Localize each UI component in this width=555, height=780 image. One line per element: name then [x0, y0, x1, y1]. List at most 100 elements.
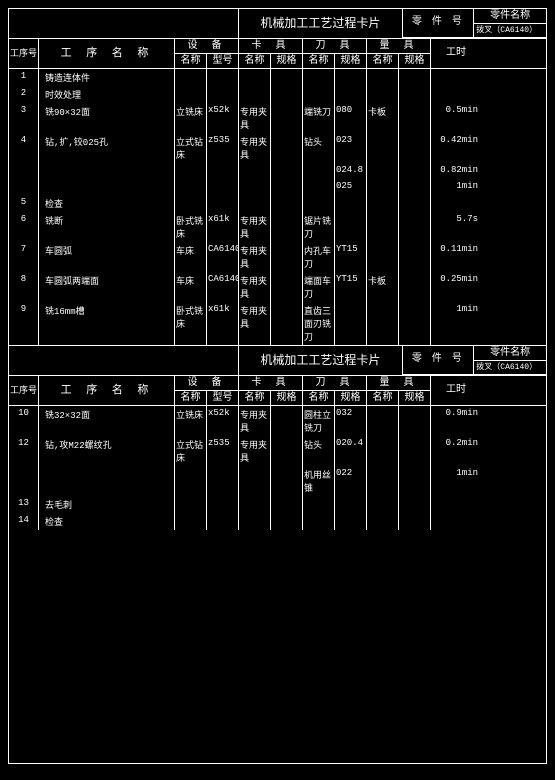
card2-top-blank — [9, 346, 238, 375]
cell — [271, 513, 303, 530]
cell: z535 — [207, 436, 239, 466]
cell — [399, 69, 431, 86]
cell: 卡板 — [367, 272, 399, 302]
hdr-lj-top: 量 具 — [367, 39, 430, 54]
cell — [399, 103, 431, 133]
table-row: 13去毛刺 — [9, 496, 546, 513]
part-name-block-2: 零件名称 拨叉（CA6140） — [474, 346, 546, 375]
cell: 13 — [9, 496, 39, 513]
card2-top-row: 机械加工工艺过程卡片 零 件 号 零件名称 拨叉（CA6140） — [9, 346, 546, 376]
cell — [239, 195, 271, 212]
cell — [175, 195, 207, 212]
card1-header-row: 工序号 工 序 名 称 设 备 名称型号 卡 具 名称规格 刀 具 名称规格 量… — [9, 39, 546, 69]
cell — [399, 179, 431, 195]
cell — [367, 69, 399, 86]
cell: 去毛刺 — [39, 496, 175, 513]
hdr-lj-mc: 名称 — [367, 54, 399, 69]
table-row: 8车圆弧两端面车床CA6140专用夹具端面车刀YT15卡板0.25min — [9, 272, 546, 302]
cell — [271, 302, 303, 345]
hdr2-kj: 卡 具 名称规格 — [239, 376, 303, 405]
cell — [367, 496, 399, 513]
table-row: 14检查 — [9, 513, 546, 530]
cell: 022 — [335, 466, 367, 496]
cell: 铣90×32面 — [39, 103, 175, 133]
card2-body: 10铣32×32面立铣床x52k专用夹具圆柱立铣刀0320.9min12钻,攻M… — [9, 406, 546, 686]
cell: 专用夹具 — [239, 406, 271, 436]
table-row: 024.80.82min — [9, 163, 546, 179]
cell: 专用夹具 — [239, 272, 271, 302]
cell — [367, 242, 399, 272]
cell — [239, 179, 271, 195]
table-row: 2时效处理 — [9, 86, 546, 103]
cell: 1 — [9, 69, 39, 86]
cell — [399, 513, 431, 530]
cell: 080 — [335, 103, 367, 133]
cell: 0.42min — [431, 133, 481, 163]
hdr-kj-top: 卡 具 — [239, 39, 302, 54]
cell — [271, 466, 303, 496]
table-row: 1铸造连体件 — [9, 69, 546, 86]
cell — [239, 513, 271, 530]
cell — [399, 212, 431, 242]
hdr-lj: 量 具 名称规格 — [367, 39, 431, 68]
cell — [335, 195, 367, 212]
cell: x52k — [207, 406, 239, 436]
cell: 020.4 — [335, 436, 367, 466]
cell — [271, 69, 303, 86]
cell — [239, 496, 271, 513]
cell: 0.9min — [431, 406, 481, 436]
cell: 立式钻床 — [175, 133, 207, 163]
cell: 5.7s — [431, 212, 481, 242]
cell — [271, 133, 303, 163]
part-name-value: 拨叉（CA6140） — [474, 24, 546, 39]
cell: YT15 — [335, 242, 367, 272]
hdr2-dj: 刀 具 名称规格 — [303, 376, 367, 405]
cell — [335, 302, 367, 345]
hdr-sb-top: 设 备 — [175, 39, 238, 54]
cell: 0.11min — [431, 242, 481, 272]
hdr-kj: 卡 具 名称规格 — [239, 39, 303, 68]
hdr-sb: 设 备 名称型号 — [175, 39, 239, 68]
cell: x61k — [207, 302, 239, 345]
card1-top-blank — [9, 9, 238, 38]
cell — [399, 496, 431, 513]
part-number-label: 零 件 号 — [403, 9, 475, 38]
cell — [207, 195, 239, 212]
cell: 车床 — [175, 272, 207, 302]
hdr-sb-mc: 名称 — [175, 54, 207, 69]
cell: CA6140 — [207, 242, 239, 272]
cell — [399, 242, 431, 272]
cell — [271, 436, 303, 466]
cell — [399, 272, 431, 302]
hdr-kj-mc: 名称 — [239, 54, 271, 69]
cell: 铣32×32面 — [39, 406, 175, 436]
cell — [207, 466, 239, 496]
cell — [271, 406, 303, 436]
cell — [367, 406, 399, 436]
cell: 内孔车刀 — [303, 242, 335, 272]
cell: 1min — [431, 466, 481, 496]
cell: 12 — [9, 436, 39, 466]
cell: 卧式铣床 — [175, 302, 207, 345]
cell — [335, 496, 367, 513]
cell: 032 — [335, 406, 367, 436]
cell: 024.8 — [335, 163, 367, 179]
cell: z535 — [207, 133, 239, 163]
cell: 0.5min — [431, 103, 481, 133]
cell: 8 — [9, 272, 39, 302]
hdr2-gs: 工时 — [431, 376, 481, 405]
cell — [367, 195, 399, 212]
table-row: 9铣16mm槽卧式铣床x61k专用夹具直齿三面刃铣刀1min — [9, 302, 546, 345]
cell: 14 — [9, 513, 39, 530]
table-row: 6铣断卧式铣床x61k专用夹具锯片铣刀5.7s — [9, 212, 546, 242]
cell — [367, 179, 399, 195]
cell — [335, 513, 367, 530]
cell — [271, 195, 303, 212]
table-row: 0251min — [9, 179, 546, 195]
cell: 车床 — [175, 242, 207, 272]
cell: 直齿三面刃铣刀 — [303, 302, 335, 345]
cell — [207, 69, 239, 86]
cell: 检查 — [39, 513, 175, 530]
hdr-gxmc: 工 序 名 称 — [39, 39, 175, 68]
cell — [207, 163, 239, 179]
